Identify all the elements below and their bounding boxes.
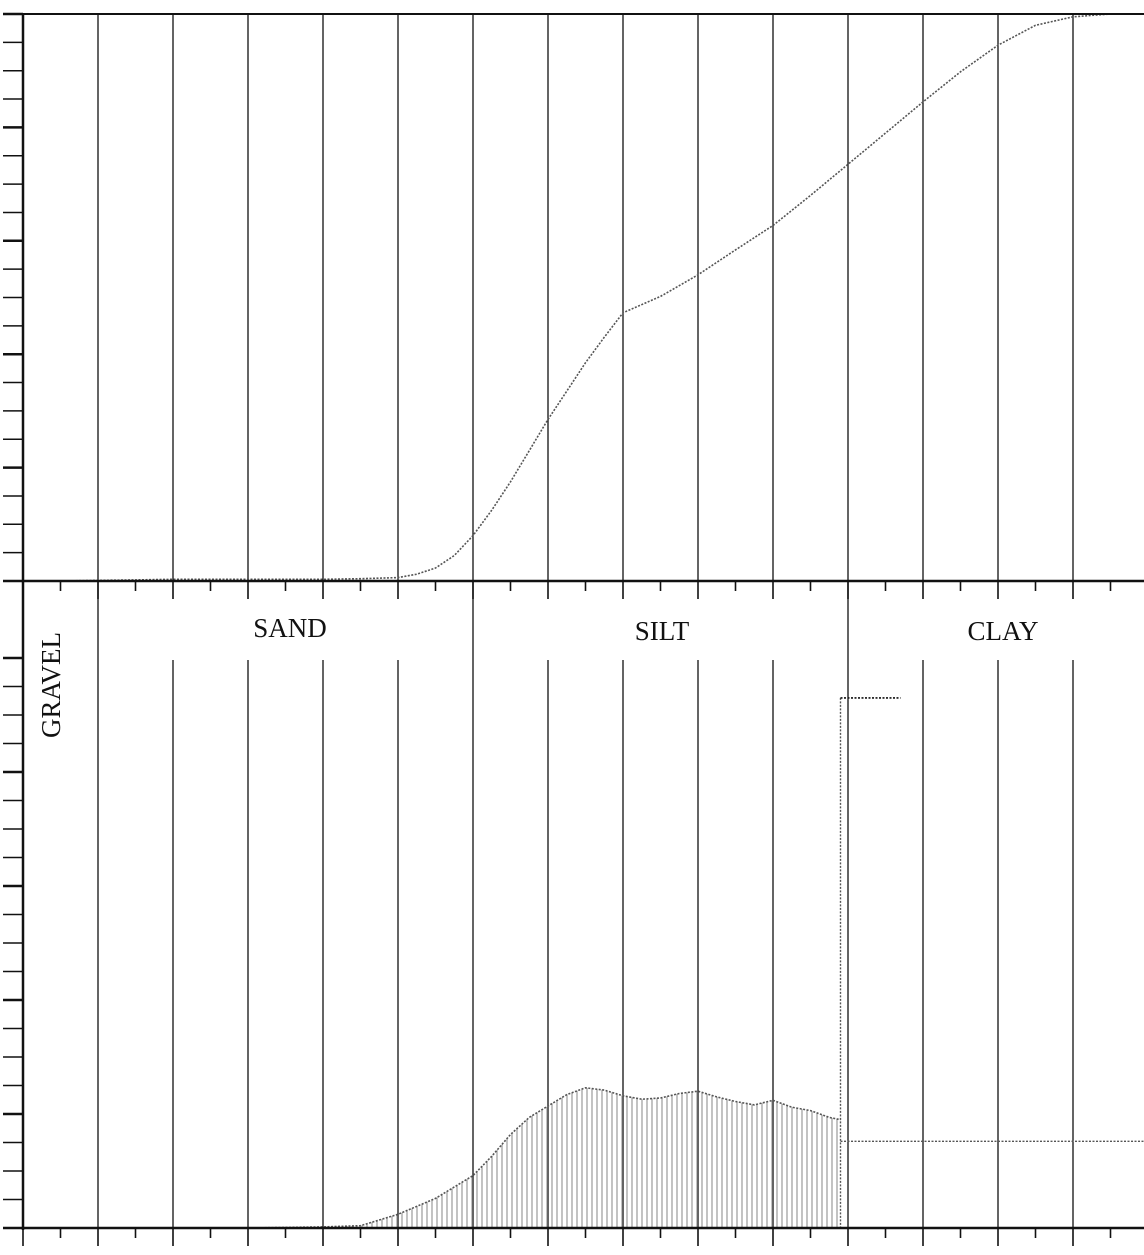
curve-layer [23, 13, 1144, 1229]
frequency-area [23, 1087, 841, 1228]
clay-label: CLAY [967, 616, 1038, 646]
sand-label: SAND [253, 613, 327, 643]
frequency-outline [23, 1086, 841, 1229]
cumulative-curve [23, 13, 1144, 582]
silt-label: SILT [635, 616, 690, 646]
axes-layer [3, 12, 1144, 1246]
area-fill-layer [23, 1087, 841, 1228]
gravel-label: GRAVEL [36, 632, 66, 738]
